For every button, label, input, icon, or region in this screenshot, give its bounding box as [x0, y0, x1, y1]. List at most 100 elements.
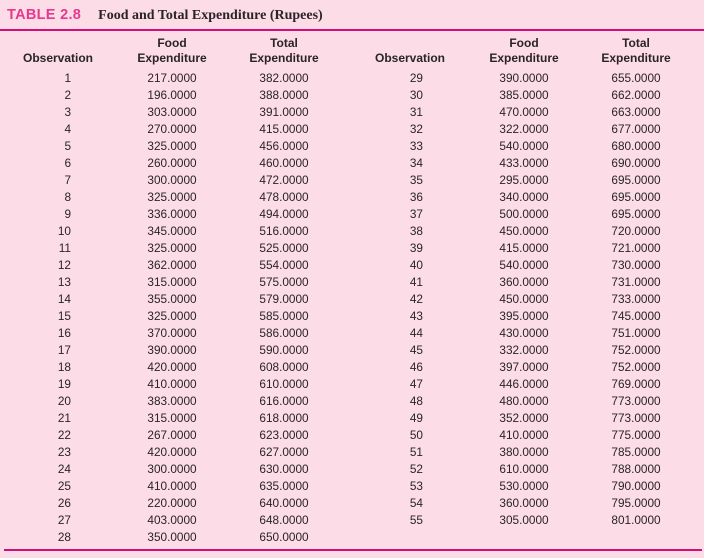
observation-cell: 2 — [64, 88, 71, 102]
total-expenditure-cell: 608.0000 — [259, 360, 309, 374]
observation-cell: 3 — [64, 105, 71, 119]
observation-cell: 27 — [57, 513, 71, 527]
observation-cell: 7 — [64, 173, 71, 187]
food-expenditure-cell: 355.0000 — [147, 292, 197, 306]
table-row: 18 420.0000 608.0000 — [8, 359, 332, 376]
table-header-row: Observation Food Expenditure Total Expen… — [360, 36, 684, 70]
food-expenditure-cell: 350.0000 — [147, 530, 197, 544]
observation-cell: 24 — [57, 462, 71, 476]
total-expenditure-cell: 733.0000 — [611, 292, 661, 306]
food-expenditure-cell: 390.0000 — [147, 343, 197, 357]
table-row: 15 325.0000 585.0000 — [8, 308, 332, 325]
observation-cell: 15 — [57, 309, 71, 323]
table-header-row: Observation Food Expenditure Total Expen… — [8, 36, 332, 70]
total-expenditure-cell: 456.0000 — [259, 139, 309, 153]
col-header-observation: Observation — [22, 50, 94, 65]
food-expenditure-cell: 420.0000 — [147, 360, 197, 374]
col-header-line: Expenditure — [489, 50, 559, 65]
total-expenditure-cell: 382.0000 — [259, 71, 309, 85]
observation-cell: 44 — [409, 326, 423, 340]
table-row: 41 360.0000 731.0000 — [360, 274, 684, 291]
total-expenditure-cell: 745.0000 — [611, 309, 661, 323]
observation-cell: 47 — [409, 377, 423, 391]
table-row: 21 315.0000 618.0000 — [8, 410, 332, 427]
food-expenditure-cell: 295.0000 — [499, 173, 549, 187]
table-row: 49 352.0000 773.0000 — [360, 410, 684, 427]
total-expenditure-cell: 525.0000 — [259, 241, 309, 255]
total-expenditure-cell: 769.0000 — [611, 377, 661, 391]
total-expenditure-cell: 721.0000 — [611, 241, 661, 255]
observation-cell: 34 — [409, 156, 423, 170]
food-expenditure-cell: 325.0000 — [147, 241, 197, 255]
observation-cell: 20 — [57, 394, 71, 408]
table-body-right: 29 390.0000 655.0000 30 385.0000 662.0000 31 47… — [360, 70, 684, 529]
food-expenditure-cell: 450.0000 — [499, 292, 549, 306]
total-expenditure-cell: 795.0000 — [611, 496, 661, 510]
col-header-line: Expenditure — [601, 50, 671, 65]
table-caption: TABLE 2.8 Food and Total Expenditure (Ru… — [0, 0, 704, 24]
total-expenditure-cell: 623.0000 — [259, 428, 309, 442]
food-expenditure-cell: 395.0000 — [499, 309, 549, 323]
observation-cell: 31 — [409, 105, 423, 119]
table-row: 3 303.0000 391.0000 — [8, 104, 332, 121]
food-expenditure-cell: 260.0000 — [147, 156, 197, 170]
food-expenditure-cell: 345.0000 — [147, 224, 197, 238]
total-expenditure-cell: 618.0000 — [259, 411, 309, 425]
table-number-label: TABLE 2.8 — [7, 7, 82, 23]
total-expenditure-cell: 627.0000 — [259, 445, 309, 459]
total-expenditure-cell: 775.0000 — [611, 428, 661, 442]
observation-cell: 29 — [409, 71, 423, 85]
table-row: 10 345.0000 516.0000 — [8, 223, 332, 240]
food-expenditure-cell: 325.0000 — [147, 139, 197, 153]
total-expenditure-cell: 494.0000 — [259, 207, 309, 221]
food-expenditure-cell: 446.0000 — [499, 377, 549, 391]
observation-cell: 23 — [57, 445, 71, 459]
observation-cell: 43 — [409, 309, 423, 323]
total-expenditure-cell: 790.0000 — [611, 479, 661, 493]
table-row: 7 300.0000 472.0000 — [8, 172, 332, 189]
observation-cell: 53 — [409, 479, 423, 493]
table-row: 13 315.0000 575.0000 — [8, 274, 332, 291]
total-expenditure-cell: 773.0000 — [611, 394, 661, 408]
table-row: 20 383.0000 616.0000 — [8, 393, 332, 410]
total-expenditure-cell: 720.0000 — [611, 224, 661, 238]
table-row: 11 325.0000 525.0000 — [8, 240, 332, 257]
observation-cell: 12 — [57, 258, 71, 272]
table-row: 23 420.0000 627.0000 — [8, 444, 332, 461]
table-row: 28 350.0000 650.0000 — [8, 529, 332, 546]
food-expenditure-cell: 380.0000 — [499, 445, 549, 459]
observation-cell: 10 — [57, 224, 71, 238]
observation-cell: 11 — [58, 241, 71, 255]
observation-cell: 48 — [409, 394, 423, 408]
observation-cell: 49 — [409, 411, 423, 425]
total-expenditure-cell: 752.0000 — [611, 343, 661, 357]
total-expenditure-cell: 586.0000 — [259, 326, 309, 340]
table-row: 22 267.0000 623.0000 — [8, 427, 332, 444]
food-expenditure-cell: 300.0000 — [147, 173, 197, 187]
table-right-half: Observation Food Expenditure Total Expen… — [360, 36, 684, 529]
observation-cell: 16 — [57, 326, 71, 340]
total-expenditure-cell: 788.0000 — [611, 462, 661, 476]
observation-cell: 14 — [57, 292, 71, 306]
total-expenditure-cell: 610.0000 — [259, 377, 309, 391]
total-expenditure-cell: 662.0000 — [611, 88, 661, 102]
table-row: 36 340.0000 695.0000 — [360, 189, 684, 206]
total-expenditure-cell: 388.0000 — [259, 88, 309, 102]
total-expenditure-cell: 635.0000 — [259, 479, 309, 493]
table-row: 45 332.0000 752.0000 — [360, 342, 684, 359]
food-expenditure-cell: 305.0000 — [499, 513, 549, 527]
total-expenditure-cell: 752.0000 — [611, 360, 661, 374]
total-expenditure-cell: 516.0000 — [259, 224, 309, 238]
table-row: 14 355.0000 579.0000 — [8, 291, 332, 308]
table-row: 31 470.0000 663.0000 — [360, 104, 684, 121]
total-expenditure-cell: 680.0000 — [611, 139, 661, 153]
observation-cell: 28 — [57, 530, 71, 544]
table-row: 46 397.0000 752.0000 — [360, 359, 684, 376]
total-expenditure-cell: 648.0000 — [259, 513, 309, 527]
food-expenditure-cell: 322.0000 — [499, 122, 549, 136]
total-expenditure-cell: 785.0000 — [611, 445, 661, 459]
table-row: 37 500.0000 695.0000 — [360, 206, 684, 223]
col-header-line: Expenditure — [249, 50, 319, 65]
observation-cell: 25 — [57, 479, 71, 493]
